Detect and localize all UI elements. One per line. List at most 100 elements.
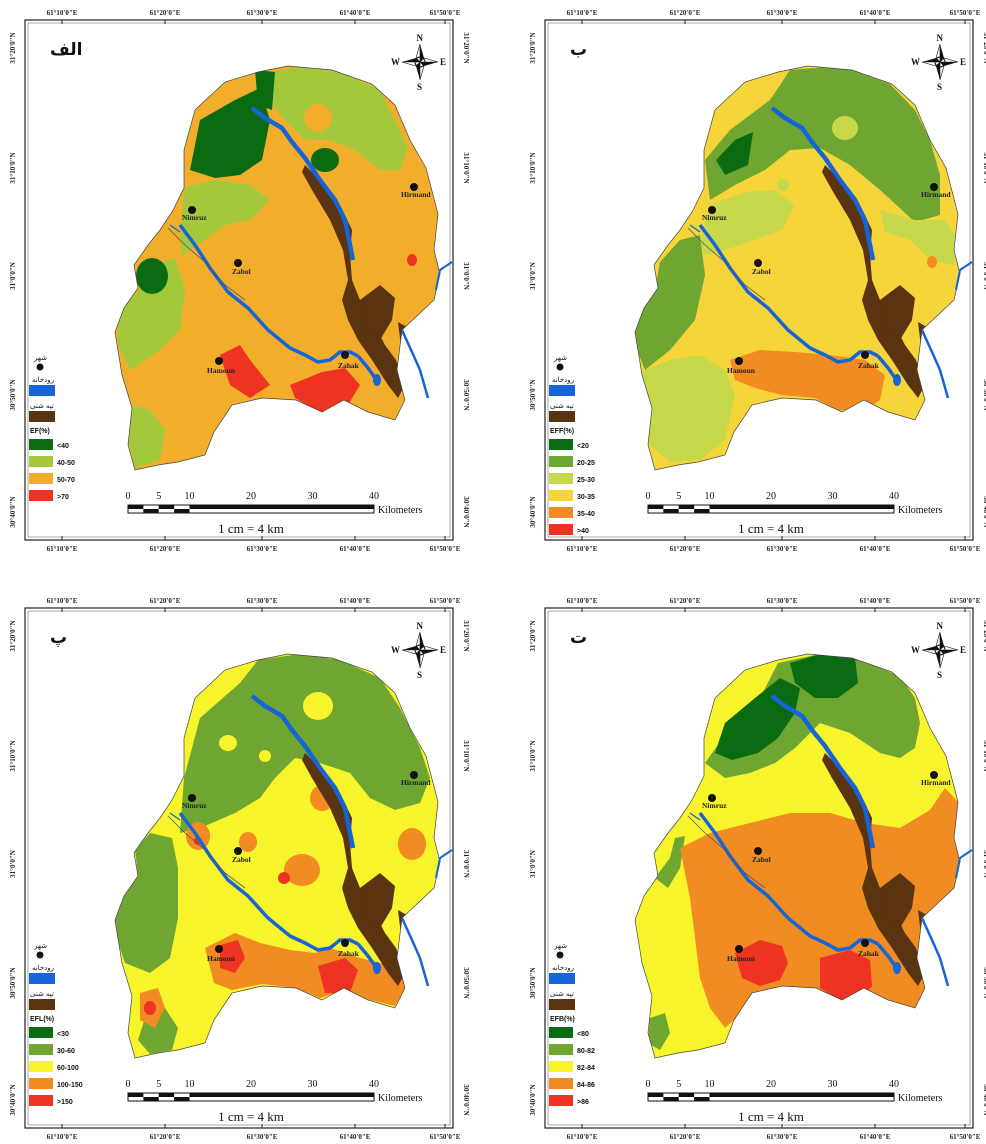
- legend: شهر رودخانه تپه شنی EF(%) <40 40-50 50-70 >70: [29, 354, 75, 501]
- lat-label-left: 31°20'0"N: [9, 620, 17, 651]
- legend-class-label: 20-25: [577, 460, 595, 467]
- lon-label-top: 61°10'0"E: [47, 597, 78, 605]
- lat-label-left: 30°50'0"N: [9, 379, 17, 410]
- zone-20-25: [635, 235, 705, 370]
- map-panel-1: 61°10'0"E 61°10'0"E 61°20'0"E 61°20'0"E 61°3…: [9, 9, 470, 553]
- legend-city-symbol: [36, 951, 44, 959]
- lon-label-bottom: 61°10'0"E: [47, 545, 78, 553]
- scale-tick-label: 0: [126, 1079, 131, 1090]
- scale-tick-label: 0: [646, 1079, 651, 1090]
- compass-n: N: [937, 33, 944, 43]
- legend-river-label: رودخانه: [32, 376, 54, 384]
- zone-35-40: [927, 256, 937, 268]
- legend-dune-symbol: [29, 999, 55, 1010]
- city-marker: [410, 183, 418, 191]
- legend-swatch: [29, 1061, 53, 1072]
- city-marker: [861, 351, 869, 359]
- city-label: Zahak: [338, 361, 360, 370]
- sand-dune-area: [880, 873, 915, 928]
- zone-50-70: [304, 104, 332, 132]
- lon-label-bottom: 61°30'0"E: [767, 1133, 798, 1141]
- city-label: Zahak: [338, 949, 360, 958]
- lon-label-top: 61°40'0"E: [860, 9, 891, 17]
- lat-label-left: 31°10'0"N: [9, 152, 17, 183]
- lon-label-bottom: 61°20'0"E: [150, 545, 181, 553]
- lon-label-bottom: 61°50'0"E: [950, 1133, 981, 1141]
- lat-label-left: 30°40'0"N: [9, 496, 17, 527]
- legend-class-label: 30-35: [577, 494, 595, 501]
- city-marker: [708, 794, 716, 802]
- legend-river-label: رودخانه: [552, 964, 574, 972]
- compass-n: N: [417, 621, 424, 631]
- legend-city-symbol: [36, 363, 44, 371]
- basin-outline: [634, 65, 961, 471]
- river: [250, 694, 356, 849]
- zone-100-150: [205, 933, 405, 1006]
- lat-label-left: 30°50'0"N: [529, 379, 537, 410]
- lat-label-left: 30°40'0"N: [9, 1084, 17, 1115]
- lat-label-right: 31°0'0"N: [982, 850, 986, 878]
- scale-ratio: 1 cm = 4 km: [738, 521, 804, 536]
- lat-label-left: 31°0'0"N: [529, 850, 537, 878]
- legend-dune-label: تپه شنی: [30, 402, 54, 410]
- lat-label-left: 31°0'0"N: [9, 850, 17, 878]
- city-marker: [735, 945, 743, 953]
- legend-city-label: شهر: [33, 942, 47, 950]
- river: [920, 329, 950, 399]
- basin-outline: [114, 65, 441, 471]
- river: [435, 849, 453, 879]
- legend-swatch: [549, 439, 573, 450]
- zone->150: [220, 940, 245, 973]
- sand-dune-area: [822, 753, 925, 986]
- river: [770, 106, 876, 261]
- sand-dune-area: [360, 285, 395, 340]
- scale-unit: Kilometers: [378, 1093, 423, 1104]
- legend-swatch: [549, 456, 573, 467]
- scale-ratio: 1 cm = 4 km: [218, 521, 284, 536]
- zone-<40: [136, 258, 168, 294]
- lon-label-top: 61°10'0"E: [47, 9, 78, 17]
- legend-title: EFB(%): [550, 1016, 575, 1023]
- lon-label-bottom: 61°20'0"E: [150, 1133, 181, 1141]
- river: [169, 224, 181, 233]
- sand-dune-area: [360, 873, 395, 928]
- scale-tick-label: 0: [126, 491, 131, 502]
- lon-label-top: 61°10'0"E: [567, 597, 598, 605]
- legend-dune-symbol: [549, 411, 575, 422]
- legend-swatch: [549, 1095, 573, 1106]
- zone-<20: [716, 132, 753, 175]
- compass-w: W: [911, 645, 920, 655]
- legend-swatch: [549, 490, 573, 501]
- lat-label-right: 31°0'0"N: [462, 262, 470, 290]
- scale-tick-label: 20: [766, 491, 776, 502]
- city-label: Zahak: [858, 949, 880, 958]
- lat-label-right: 31°10'0"N: [462, 152, 470, 183]
- compass-e: E: [960, 645, 966, 655]
- lon-label-bottom: 61°40'0"E: [860, 545, 891, 553]
- river: [435, 261, 453, 291]
- legend-swatch: [549, 1078, 573, 1089]
- city-label: Nimruz: [702, 801, 727, 810]
- zone-25-30: [640, 355, 735, 462]
- city-marker: [930, 183, 938, 191]
- compass-s: S: [937, 82, 942, 92]
- river: [920, 917, 950, 987]
- scale-tick-label: 40: [369, 491, 379, 502]
- city-marker: [708, 206, 716, 214]
- city-marker: [215, 945, 223, 953]
- scale-tick-label: 30: [828, 1079, 838, 1090]
- scale-tick-label: 30: [308, 491, 318, 502]
- legend-title: EFL(%): [30, 1016, 54, 1023]
- legend-class-label: >150: [57, 1099, 73, 1106]
- city-label: Hamoun: [207, 366, 236, 375]
- compass-n: N: [937, 621, 944, 631]
- lon-label-top: 61°30'0"E: [767, 9, 798, 17]
- city-label: Hamoun: [207, 954, 236, 963]
- legend-class-label: <80: [577, 1031, 589, 1038]
- river: [169, 812, 181, 821]
- lat-label-right: 31°10'0"N: [462, 740, 470, 771]
- legend-class-label: >40: [577, 528, 589, 535]
- zone-60-100: [303, 692, 333, 720]
- compass-n: N: [417, 33, 424, 43]
- legend-class-label: 60-100: [57, 1065, 79, 1072]
